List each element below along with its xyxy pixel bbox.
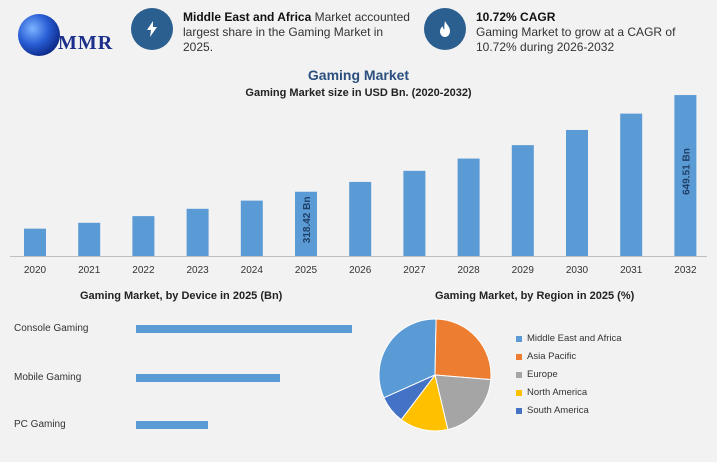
bar-2022	[132, 216, 155, 256]
bar-2026	[349, 181, 372, 256]
chart-subtitle: Gaming Market size in USD Bn. (2020-2032…	[245, 87, 472, 99]
data-label-2025: 318.42 Bn	[302, 197, 313, 244]
x-tick-label: 2020	[24, 265, 47, 276]
x-tick-label: 2031	[620, 265, 643, 276]
info-text-cagr: 10.72% CAGR Gaming Market to grow at a CA…	[476, 10, 676, 54]
legend-label: South America	[527, 405, 589, 416]
legend-label: Europe	[527, 369, 558, 380]
device-label: Mobile Gaming	[14, 372, 81, 383]
bar-2024	[240, 200, 263, 256]
region-chart-title: Gaming Market, by Region in 2025 (%)	[435, 290, 635, 302]
bar-2032	[674, 95, 697, 256]
mmr-logo: MMR	[14, 10, 114, 58]
bar-2020	[24, 228, 46, 256]
device-label: PC Gaming	[14, 419, 66, 430]
legend-swatch	[516, 390, 522, 396]
x-tick-label: 2032	[674, 265, 697, 276]
device-bar	[136, 325, 352, 333]
device-chart-title: Gaming Market, by Device in 2025 (Bn)	[80, 290, 283, 302]
device-bar	[136, 374, 280, 382]
logo-text: MMR	[58, 32, 114, 54]
x-tick-label: 2024	[241, 265, 264, 276]
region-pie-chart	[378, 318, 492, 432]
data-label-2032: 649.51 Bn	[681, 148, 692, 195]
market-size-bar-chart: 2020 2021 2022 2023 2024 2025 318.42 Bn 2026 202…	[10, 95, 707, 276]
bar-2031	[620, 113, 643, 256]
x-tick-label: 2025	[295, 265, 318, 276]
x-tick-label: 2023	[186, 265, 209, 276]
bar-2023	[186, 208, 209, 256]
x-tick-label: 2029	[512, 265, 535, 276]
bar-2030	[566, 129, 588, 256]
x-tick-label: 2028	[457, 265, 480, 276]
x-tick-label: 2021	[78, 265, 101, 276]
legend-swatch	[516, 336, 522, 342]
pie-slice	[383, 374, 436, 421]
pie-slice	[434, 318, 492, 381]
legend-swatch	[516, 372, 522, 378]
bar-2029	[511, 145, 534, 256]
legend-label: North America	[527, 387, 588, 398]
info-card-region: Middle East and Africa Market accounted …	[131, 6, 411, 56]
pie-slice	[378, 318, 437, 399]
x-tick-label: 2026	[349, 265, 372, 276]
pie-slice	[434, 374, 492, 431]
lightning-icon	[131, 8, 173, 50]
flame-icon	[424, 8, 466, 50]
bar-2027	[403, 170, 426, 256]
device-label: Console Gaming	[14, 323, 88, 334]
x-tick-label: 2027	[403, 265, 426, 276]
device-bar	[136, 421, 208, 429]
chart-title: Gaming Market	[307, 67, 410, 83]
legend-label: Asia Pacific	[527, 351, 577, 362]
bar-2028	[457, 158, 480, 256]
bar-2025	[295, 191, 317, 256]
bar-2021	[78, 222, 101, 256]
legend-swatch	[516, 354, 522, 360]
globe-icon	[18, 14, 60, 56]
x-tick-label: 2022	[132, 265, 155, 276]
info-card-cagr: 10.72% CAGR Gaming Market to grow at a CA…	[424, 6, 709, 56]
info-text-region: Middle East and Africa Market accounted …	[183, 10, 410, 54]
legend-label: Middle East and Africa	[527, 333, 622, 344]
x-tick-label: 2030	[566, 265, 589, 276]
header: MMR Middle East and Africa Market accoun…	[0, 0, 717, 60]
legend-swatch	[516, 408, 522, 414]
device-bar-chart: Console Gaming Mobile Gaming PC Gaming	[14, 323, 352, 430]
